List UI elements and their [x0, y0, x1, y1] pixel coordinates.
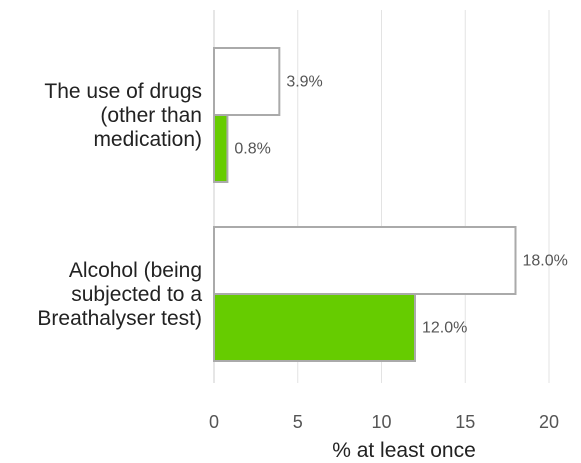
category-label: The use of drugs — [44, 80, 202, 103]
data-label: 18.0% — [523, 253, 568, 270]
x-axis-title: % at least once — [332, 439, 476, 462]
category-label: medication) — [93, 128, 202, 151]
bar — [213, 47, 281, 116]
x-tick-label: 5 — [293, 412, 303, 432]
x-tick-label: 10 — [371, 412, 391, 432]
bar — [213, 293, 416, 362]
data-label: 0.8% — [234, 141, 270, 158]
x-axis: 0 5 10 15 20 The use of drugs(other thanmedic… — [37, 80, 559, 432]
bar — [213, 226, 517, 295]
x-tick-label: 20 — [539, 412, 559, 432]
x-tick-label: 0 — [209, 412, 219, 432]
x-tick-label: 15 — [455, 412, 475, 432]
category-label: Breathalyser test) — [37, 307, 202, 330]
category-label: subjected to a — [71, 283, 202, 306]
data-label: 12.0% — [422, 320, 467, 337]
bar — [213, 114, 229, 183]
category-label: Alcohol (being — [69, 259, 202, 282]
bars: 3.9% 0.8% 18.0% 12.0% — [213, 47, 568, 362]
data-label: 3.9% — [286, 74, 322, 91]
category-label: (other than — [100, 104, 202, 127]
